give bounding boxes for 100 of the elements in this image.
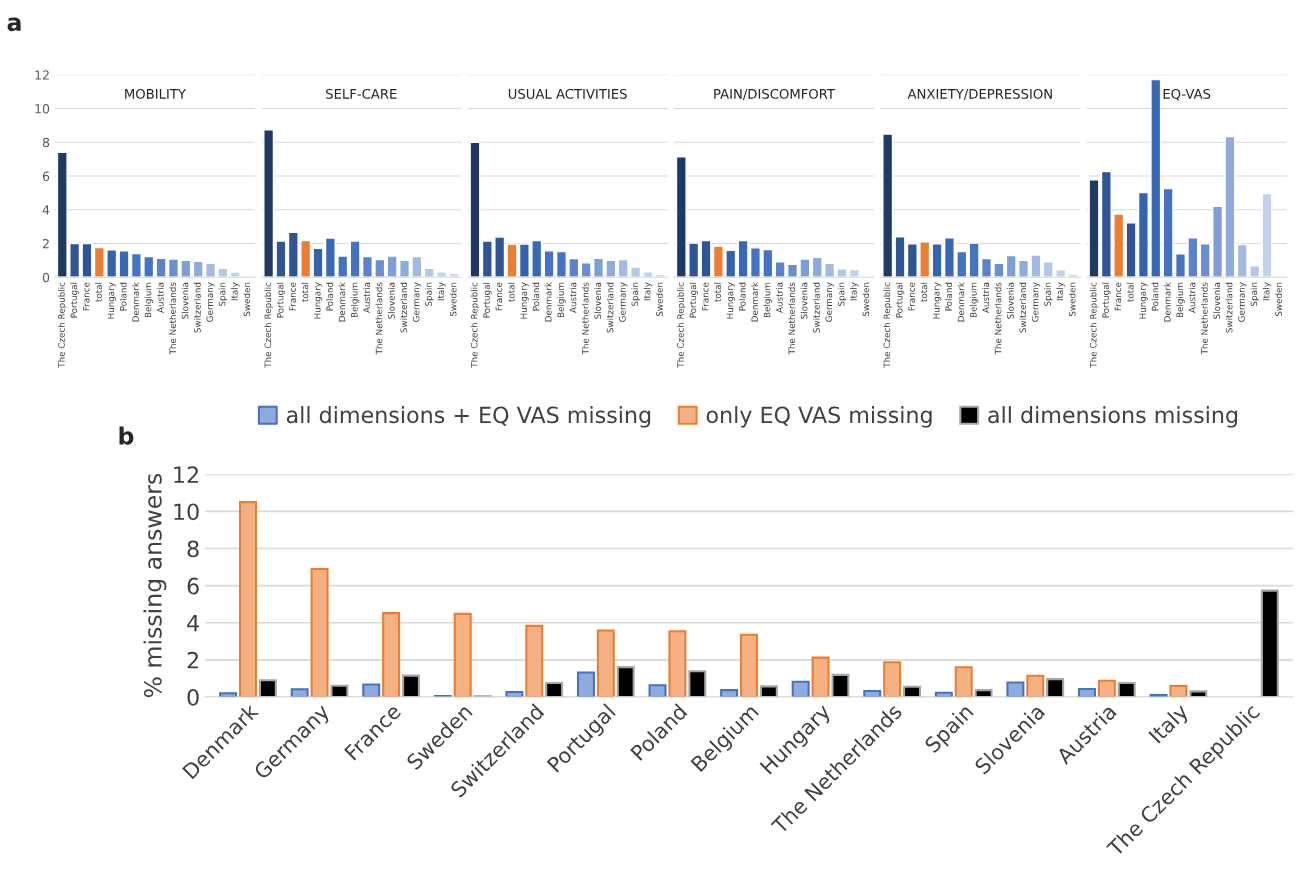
legend-label: all dimensions + EQ VAS missing: [286, 406, 651, 428]
x-tick-label: Slovenia: [181, 282, 189, 319]
x-tick-label: Belgium: [350, 282, 360, 318]
y-tick-label: 2: [42, 238, 49, 249]
x-tick-label: Italy: [1262, 282, 1272, 301]
x-tick-label: The Czech Republic: [58, 282, 67, 368]
x-tick-label: Slovenia: [1006, 282, 1014, 319]
x-tick-label: Austria: [775, 282, 783, 313]
x-tick-label: Spain: [837, 282, 847, 306]
x-tick-label: The Netherlands: [994, 282, 1002, 355]
x-tick-label: Spain: [631, 282, 640, 306]
x-tick-label: Sweden: [1068, 282, 1076, 317]
x-tick-label: Slovenia: [594, 282, 602, 319]
x-tick-label: Denmark: [1163, 282, 1171, 322]
text: SELF-CARE: [326, 88, 397, 99]
x-tick-label: Germany: [1031, 282, 1041, 322]
x-tick-label: Portugal: [895, 282, 905, 318]
x-tick-label: France: [908, 282, 915, 311]
x-tick-label: total: [507, 282, 515, 302]
x-tick-label: France: [83, 282, 90, 311]
x-tick-label: Switzerland: [1019, 282, 1027, 333]
x-tick-label: The Netherlands: [788, 282, 796, 355]
x-tick-label: Belgium: [1176, 282, 1185, 318]
text: EQ-VAS: [1163, 88, 1211, 101]
x-tick-label: Hungary: [726, 282, 735, 319]
x-tick-label: Sweden: [243, 282, 251, 317]
x-tick-label: Denmark: [751, 282, 758, 322]
x-tick-label: Germany: [825, 282, 834, 322]
x-tick-label: Switzerland: [193, 282, 201, 333]
x-tick-label: France: [495, 282, 503, 311]
x-tick-label: Hungary: [1139, 282, 1148, 319]
text: a: [7, 17, 21, 32]
x-tick-label: Denmark: [957, 282, 965, 322]
x-tick-label: Hungary: [107, 282, 116, 319]
x-tick-label: total: [301, 282, 309, 302]
x-tick-label: Austria: [156, 282, 164, 313]
y-tick-label: 8: [187, 540, 199, 558]
x-tick-label: Slovenia: [800, 282, 808, 319]
x-tick-label: Slovenia: [387, 282, 395, 319]
x-tick-label: Switzerland: [400, 282, 408, 333]
x-tick-label: Italy: [437, 282, 446, 301]
x-tick-label: total: [1126, 282, 1134, 302]
x-tick-label: Poland: [1151, 282, 1159, 311]
x-tick-label: Belgium: [763, 282, 773, 318]
x-tick-label: total: [920, 282, 928, 302]
x-tick-label: Poland: [738, 282, 746, 311]
text: USUAL ACTIVITIES: [508, 88, 627, 99]
x-tick-label: Germany: [619, 282, 628, 322]
text: ANXIETY/DEPRESSION: [907, 88, 1052, 100]
x-tick-label: Germany: [206, 282, 215, 322]
x-tick-label: The Czech Republic: [470, 282, 480, 368]
x-tick-label: Denmark: [132, 282, 139, 322]
x-tick-label: Spain: [1044, 282, 1053, 306]
x-tick-label: The Czech Republic: [1089, 282, 1099, 368]
x-tick-label: Sweden: [656, 282, 663, 317]
x-tick-label: Austria: [982, 282, 990, 313]
x-tick-label: total: [95, 282, 102, 302]
x-tick-label: Portugal: [70, 282, 79, 318]
y-tick-label: 12: [35, 70, 49, 80]
x-tick-label: The Netherlands: [1200, 282, 1208, 355]
x-tick-label: Sweden: [1275, 282, 1282, 317]
x-tick-label: Austria: [1188, 282, 1196, 313]
x-tick-label: Poland: [119, 282, 127, 311]
x-tick-label: Germany: [412, 282, 422, 322]
x-tick-label: Spain: [218, 282, 228, 306]
text: PAIN/DISCOMFORT: [714, 88, 836, 100]
x-tick-label: Hungary: [314, 282, 323, 319]
y-tick-label: 8: [42, 137, 50, 148]
x-tick-label: Belgium: [969, 282, 979, 318]
text: b: [119, 426, 134, 445]
x-tick-label: Austria: [363, 282, 370, 313]
x-tick-label: total: [714, 282, 721, 302]
x-tick-label: France: [1114, 282, 1122, 311]
x-tick-label: The Netherlands: [375, 282, 383, 355]
x-tick-label: The Czech Republic: [677, 282, 686, 368]
x-tick-label: Slovenia: [1213, 282, 1221, 319]
x-tick-label: France: [289, 282, 296, 311]
x-tick-label: Italy: [231, 282, 240, 301]
legend-label: all dimensions missing: [988, 406, 1238, 428]
x-tick-label: Poland: [945, 282, 952, 311]
y-tick-label: 10: [35, 104, 50, 114]
x-tick-label: Poland: [532, 282, 540, 311]
y-tick-label: 6: [187, 577, 199, 595]
x-tick-label: Belgium: [557, 282, 566, 318]
x-tick-label: Switzerland: [606, 282, 614, 333]
x-tick-label: Sweden: [862, 282, 870, 317]
x-tick-label: Portugal: [689, 282, 698, 318]
x-tick-label: Switzerland: [1225, 282, 1233, 333]
y-tick-label: 2: [187, 651, 198, 669]
x-tick-label: Germany: [1238, 282, 1247, 322]
x-tick-label: Belgium: [144, 282, 153, 318]
x-tick-label: Hungary: [520, 282, 529, 319]
x-tick-label: The Czech Republic: [883, 282, 892, 368]
x-tick-label: Denmark: [544, 282, 552, 322]
x-tick-label: Portugal: [276, 282, 286, 318]
y-tick-label: 6: [42, 171, 50, 181]
x-tick-label: The Netherlands: [581, 282, 589, 355]
x-tick-label: Austria: [569, 282, 577, 313]
x-tick-label: Italy: [1056, 282, 1065, 301]
x-tick-label: Portugal: [1102, 282, 1111, 318]
